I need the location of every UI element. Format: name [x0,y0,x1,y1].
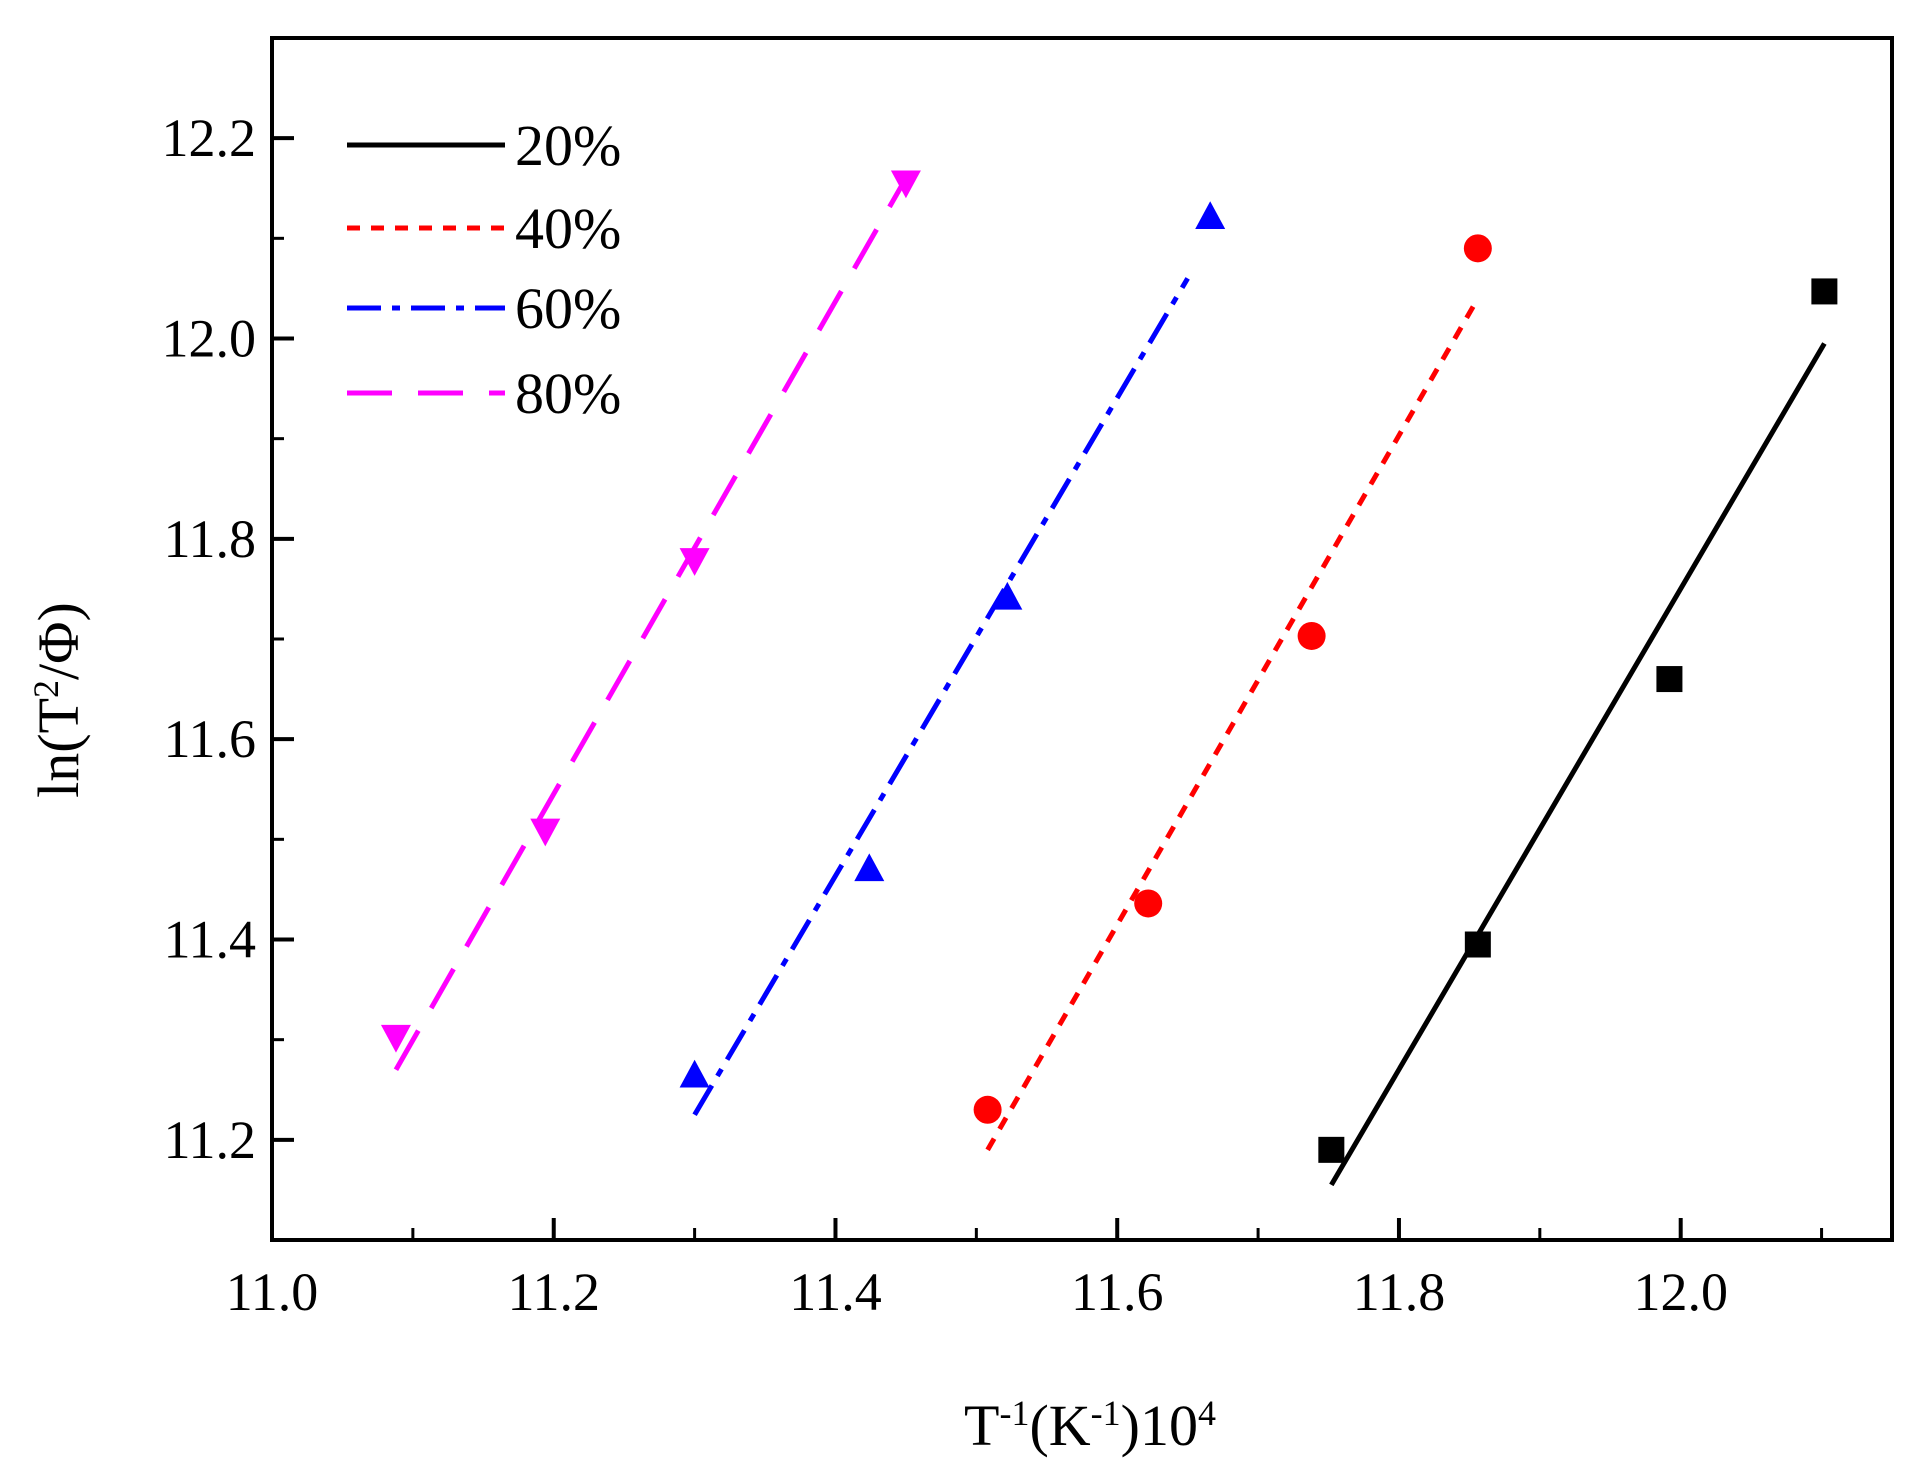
data-point-s1-p3 [1463,234,1492,263]
legend-label-3: 80% [515,361,621,426]
y-tick-label-4: 12.0 [162,309,257,369]
fit-line-0 [1329,342,1827,1187]
fit-line-3 [393,176,909,1071]
legend-label-1: 40% [515,196,621,261]
y-tick-label-1: 11.4 [164,910,257,970]
x-axis-title-base: T [964,1393,999,1458]
data-point-s3-p1 [530,818,561,847]
legend-label-0: 20% [515,113,621,178]
data-point-s2-p3 [1195,201,1226,230]
data-point-s1-p0 [973,1095,1002,1124]
x-tick-label-5: 12.0 [1633,1262,1728,1322]
x-axis-title-sup2: -1 [1091,1393,1121,1433]
y-tick-label-5: 12.2 [162,108,257,168]
y-tick-label-0: 11.2 [164,1110,257,1170]
legend-label-2: 60% [515,276,621,341]
data-point-s2-p2 [992,581,1023,610]
x-axis-title: T-1(K-1)104 [964,1393,1216,1458]
x-tick-label-4: 11.8 [1353,1262,1446,1322]
data-point-s0-p0 [1318,1136,1345,1163]
axis-ticks: 11.0 11.2 11.4 11.6 11.8 12.0 11.2 11.4 11.6 11.8… [162,36,1824,1322]
data-point-s3-p0 [380,1024,411,1053]
x-axis-title-end: )10 [1121,1393,1198,1458]
data-point-s0-p1 [1464,931,1491,958]
data-point-s1-p1 [1134,889,1163,918]
data-point-s1-p2 [1297,621,1326,650]
x-tick-label-3: 11.6 [1071,1262,1164,1322]
y-axis-title: ln(T2/Φ) [26,602,91,798]
data-point-s2-p0 [679,1059,710,1088]
data-point-s0-p3 [1811,278,1838,305]
y-tick-label-2: 11.6 [164,709,257,769]
fit-line-1 [985,297,1481,1152]
y-axis-title-post: /Φ) [26,602,91,680]
y-tick-label-3: 11.8 [164,509,257,569]
y-axis-title-sup: 2 [26,680,66,698]
x-axis-title-sup1: -1 [999,1393,1029,1433]
x-axis-title-sup3: 4 [1198,1393,1216,1433]
x-tick-label-0: 11.0 [226,1262,319,1322]
data-markers [380,170,1838,1163]
data-point-s2-p1 [854,853,885,882]
legend: 20% 40% 60% 80% [347,113,621,426]
x-tick-label-2: 11.4 [789,1262,882,1322]
data-point-s3-p3 [890,170,921,199]
fit-line-2 [692,277,1190,1117]
y-axis-title-pre: ln(T [26,698,91,798]
fit-lines [393,176,1827,1187]
data-point-s0-p2 [1656,666,1683,693]
data-point-s3-p2 [679,548,710,576]
x-tick-label-1: 11.2 [507,1262,600,1322]
x-axis-title-mid: (K [1029,1393,1090,1458]
